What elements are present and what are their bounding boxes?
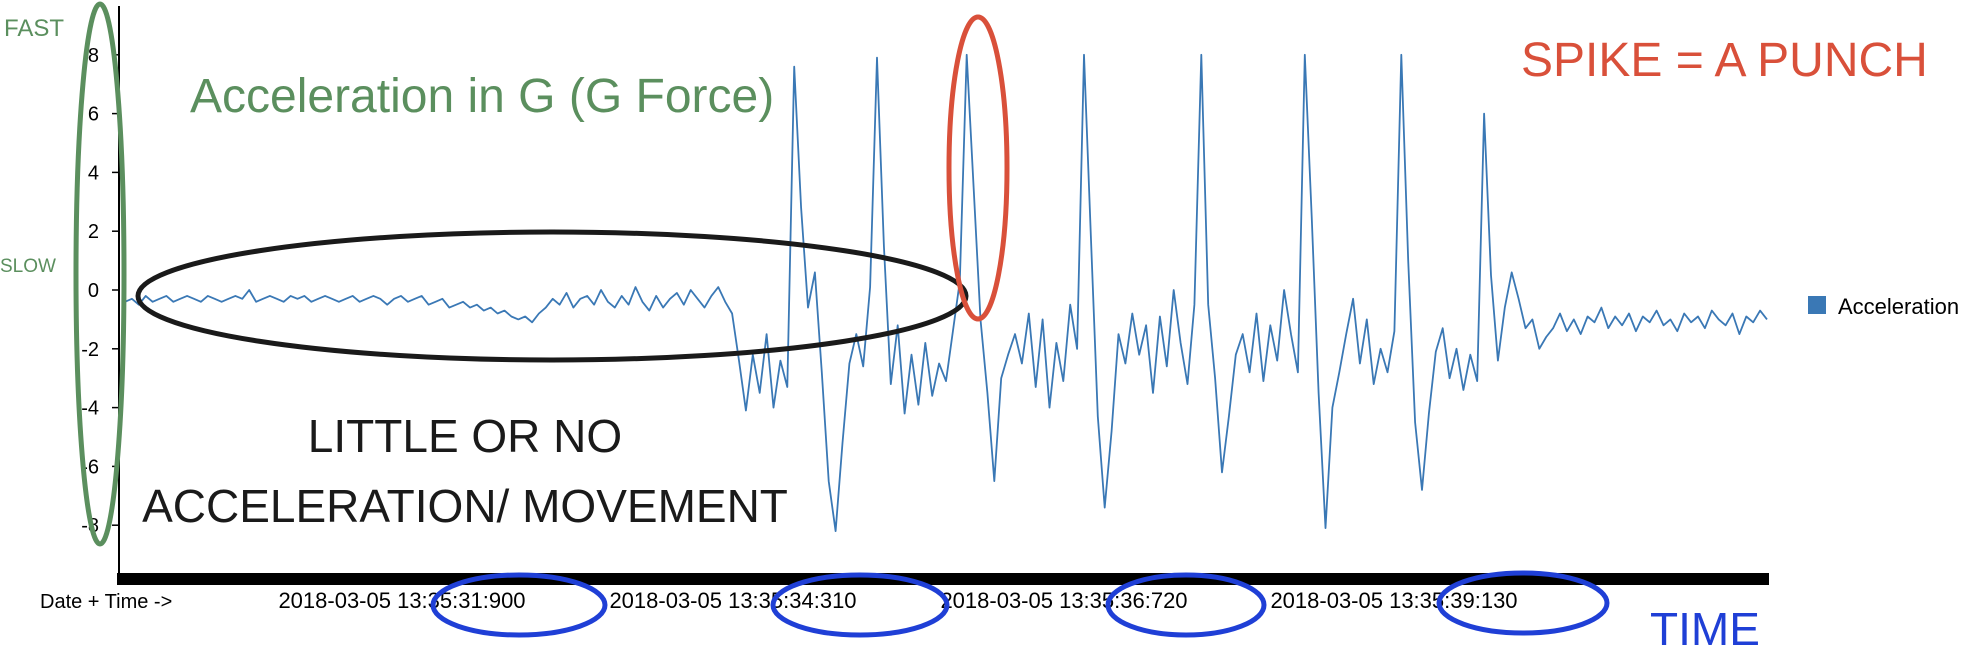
y-tick-label: -2 <box>81 339 99 361</box>
acceleration-series-line <box>124 53 1768 532</box>
x-tick-label: 2018-03-05 13:35:31:900 <box>278 588 525 613</box>
time-highlight-ellipse-1 <box>430 572 608 638</box>
spike-annotation: SPIKE = A PUNCH <box>1521 34 1928 87</box>
y-tick-label: 8 <box>88 45 99 67</box>
y-axis-highlight-ellipse <box>73 1 127 547</box>
y-axis-description: Acceleration in G (G Force) <box>190 70 774 123</box>
legend: Acceleration <box>1808 294 1959 319</box>
y-tick-label: 0 <box>88 280 99 302</box>
fast-label: FAST <box>4 15 64 42</box>
spike-highlight-ellipse <box>946 14 1010 322</box>
annotations: FAST SLOW Acceleration in G (G Force) SP… <box>0 1 1928 655</box>
legend-label: Acceleration <box>1838 294 1959 319</box>
rest-highlight-ellipse <box>135 229 969 363</box>
time-highlight-ellipse-3 <box>1105 572 1267 638</box>
time-highlight-ellipse-2 <box>770 572 950 638</box>
x-axis-label: Date + Time -> <box>40 591 172 613</box>
y-tick-label: 2 <box>88 221 99 243</box>
slow-label: SLOW <box>0 256 56 277</box>
time-highlight-ellipse-4 <box>1436 570 1610 636</box>
time-annotation: TIME <box>1650 603 1760 655</box>
y-tick-label: 6 <box>88 104 99 126</box>
y-tick-label: 4 <box>88 162 99 184</box>
rest-annotation-line1: LITTLE OR NO <box>308 410 622 462</box>
x-ticks: 2018-03-05 13:35:31:900 2018-03-05 13:35:… <box>278 588 1517 613</box>
x-tick-label: 2018-03-05 13:35:39:130 <box>1270 588 1517 613</box>
legend-swatch <box>1808 296 1826 314</box>
x-tick-label: 2018-03-05 13:35:36:720 <box>940 588 1187 613</box>
x-tick-label: 2018-03-05 13:35:34:310 <box>609 588 856 613</box>
y-tick-label: -4 <box>81 398 99 420</box>
rest-annotation-line2: ACCELERATION/ MOVEMENT <box>142 480 788 532</box>
